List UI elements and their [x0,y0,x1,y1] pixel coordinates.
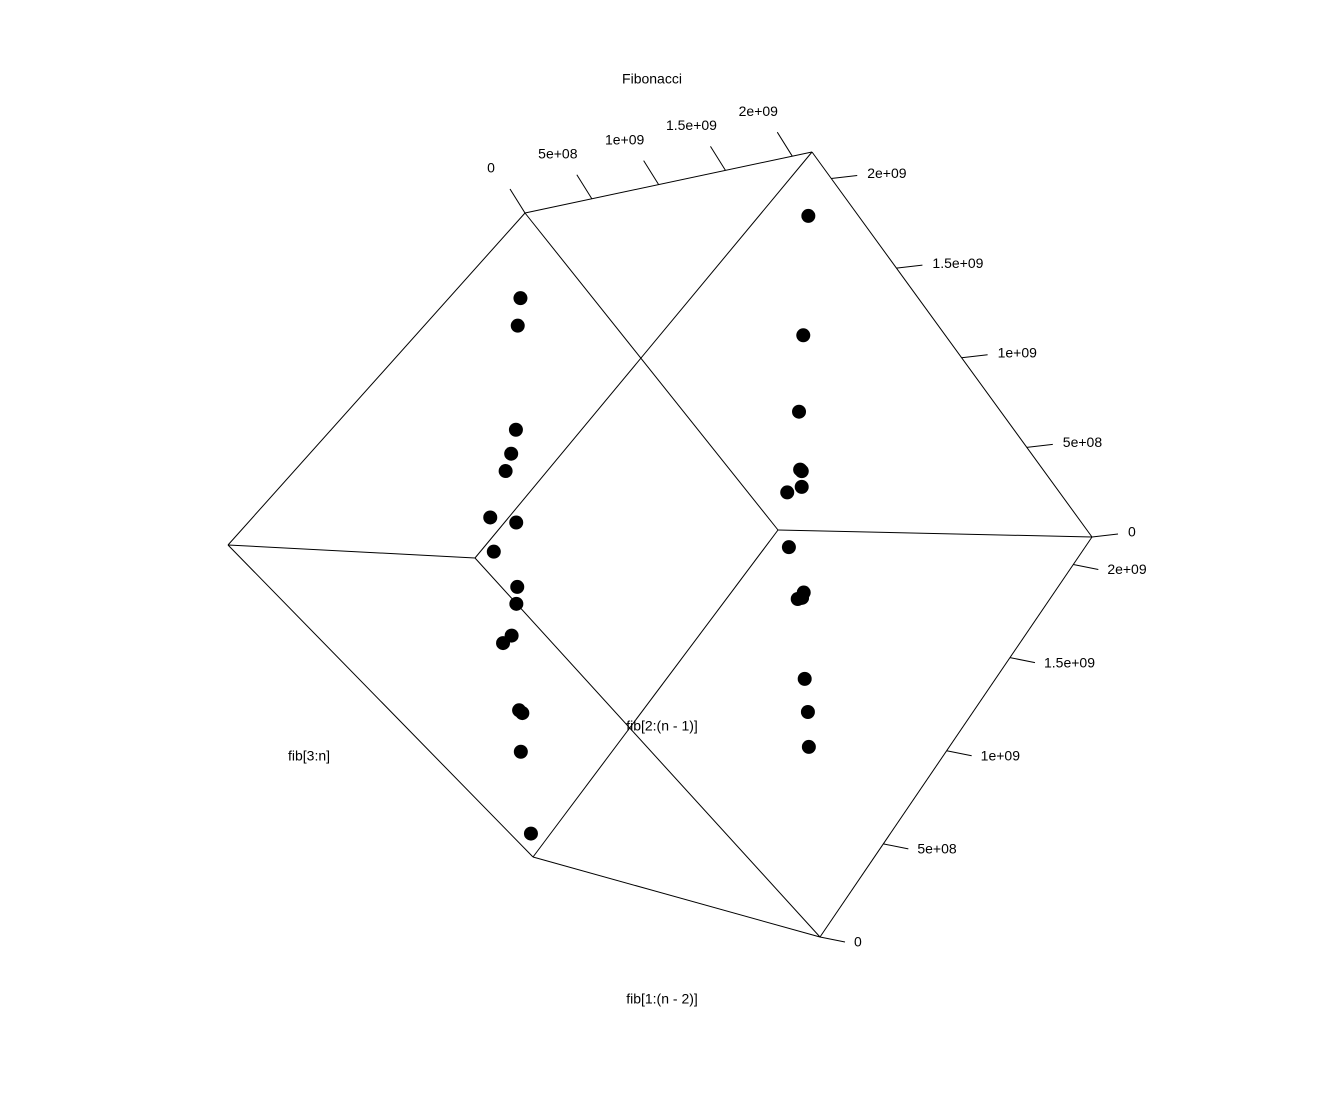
box-edge [524,151,813,214]
tick-mark [1073,563,1099,570]
tick-mark [961,354,988,359]
x-axis-label: fib[1:(n - 2)] [626,991,698,1007]
tick-label: 2e+09 [867,165,907,181]
point [486,544,501,559]
tick-label: 5e+08 [917,841,957,857]
tick-label: 5e+08 [1063,434,1103,450]
point [513,744,528,759]
tick-label: 1.5e+09 [1044,654,1095,670]
box-edge [474,151,813,559]
point [496,636,511,651]
tick-label: 0 [487,160,495,176]
tick-label: 2e+09 [1107,561,1147,577]
point [509,596,524,611]
point [523,826,538,841]
tick-mark [1009,657,1036,664]
point [801,208,816,223]
point [800,704,815,719]
tick-label: 5e+08 [538,146,578,162]
point [509,515,524,530]
point [780,485,795,500]
point [513,291,528,306]
box-edge [819,536,1093,938]
tick-label: 2e+09 [739,103,779,119]
tick-label: 1e+09 [605,131,645,147]
box-edge [811,151,1093,538]
tick-mark [1091,533,1119,538]
tick-mark [710,146,726,171]
point [792,404,807,419]
point [508,422,523,437]
point [510,579,525,594]
box-edge [532,856,821,938]
tick-mark [776,131,793,157]
y-axis-label: fib[2:(n - 1)] [626,718,698,734]
box-edge [227,544,534,858]
box-edge [227,212,526,546]
point [797,671,812,686]
box-edge [777,529,1093,538]
point [515,706,530,721]
box-edge [227,544,476,559]
point [781,540,796,555]
point [793,462,808,477]
point [504,446,519,461]
z-axis-label: fib[3:n] [288,748,330,764]
point [483,510,498,525]
chart-title: Fibonacci [622,71,682,87]
point [796,328,811,343]
tick-mark [883,843,909,850]
tick-label: 1e+09 [998,344,1038,360]
tick-mark [509,188,526,214]
tick-mark [819,936,846,943]
point [510,318,525,333]
point [498,464,513,479]
box [227,151,1093,938]
box-edge [474,557,821,938]
tick-label: 0 [1128,524,1136,540]
tick-mark [896,264,923,269]
point [801,739,816,754]
box-edge [524,212,779,531]
tick-label: 1e+09 [981,747,1021,763]
tick-mark [831,174,858,179]
point [790,592,805,607]
tick-mark [946,750,972,757]
tick-label: 1.5e+09 [666,117,717,133]
tick-label: 0 [854,934,862,950]
point [794,479,809,494]
tick-mark [576,174,593,200]
tick-label: 1.5e+09 [932,255,983,271]
box-edge [532,529,779,858]
tick-mark [1026,443,1053,448]
tick-mark [643,160,660,185]
